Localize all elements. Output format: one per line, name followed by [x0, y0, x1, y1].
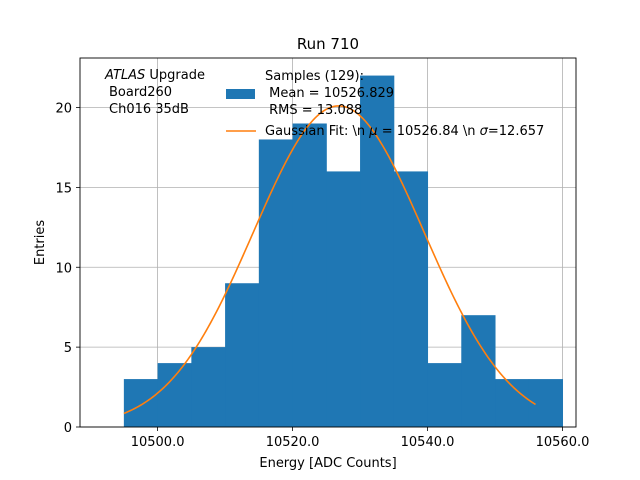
legend-fit-sigma-value: =12.657 — [488, 124, 544, 139]
x-tick-label: 10560.0 — [536, 435, 590, 450]
legend-mean-label: Mean = 10526.829 — [265, 86, 394, 101]
legend-fit-label: Gaussian Fit: \n μ = 10526.84 \n σ=12.65… — [265, 124, 544, 139]
legend-rms-label: RMS = 13.088 — [265, 103, 362, 118]
histogram-bars — [123, 75, 564, 428]
legend-fit-sigma-symbol: σ — [480, 124, 489, 139]
annotation-atlas: ATLAS — [104, 68, 145, 83]
y-tick-label: 5 — [64, 341, 72, 356]
gaussian-fit-curve — [123, 105, 536, 415]
chart-title: Run 710 — [297, 35, 359, 53]
histogram-bar — [157, 363, 192, 427]
annotation-line-1: ATLAS Upgrade — [104, 68, 205, 83]
y-tick-label: 15 — [55, 181, 72, 196]
histogram-bar — [292, 123, 327, 428]
x-axis-label: Energy [ADC Counts] — [259, 456, 396, 471]
histogram-bar — [461, 315, 496, 427]
legend-fit-mu-symbol: μ — [368, 124, 377, 139]
legend-histogram-swatch — [226, 89, 255, 99]
legend: Samples (129): Mean = 10526.829 RMS = 13… — [226, 69, 544, 139]
legend-fit-mu-value: = 10526.84 \n — [378, 124, 480, 139]
atlas-annotation: ATLAS Upgrade Board260 Ch016 35dB — [104, 68, 205, 117]
histogram-bar — [326, 171, 361, 427]
annotation-upgrade: Upgrade — [145, 68, 205, 83]
histogram-bar — [393, 171, 429, 427]
y-tick-label: 20 — [55, 102, 72, 117]
histogram-bar — [225, 283, 260, 427]
histogram-bar — [427, 363, 462, 427]
histogram-bar — [123, 379, 159, 427]
histogram-bar — [258, 139, 294, 427]
legend-fit-prefix: Gaussian Fit: \n — [265, 124, 369, 139]
axes-frame — [79, 57, 577, 428]
x-tick-label: 10500.0 — [131, 435, 185, 450]
legend-samples-label: Samples (129): — [265, 69, 364, 84]
histogram-bar — [360, 75, 395, 428]
y-tick-label: 10 — [55, 261, 72, 276]
x-tick-label: 10540.0 — [401, 435, 455, 450]
x-tick-label: 10520.0 — [266, 435, 320, 450]
histogram-bar — [191, 347, 226, 427]
y-axis-label: Entries — [33, 220, 48, 266]
axis-ticks: 10500.0 10520.0 10540.0 10560.0 0 5 10 15 20 — [55, 102, 589, 450]
annotation-line-3: Ch016 35dB — [109, 102, 189, 117]
y-tick-label: 0 — [64, 421, 72, 436]
annotation-line-2: Board260 — [109, 85, 172, 100]
